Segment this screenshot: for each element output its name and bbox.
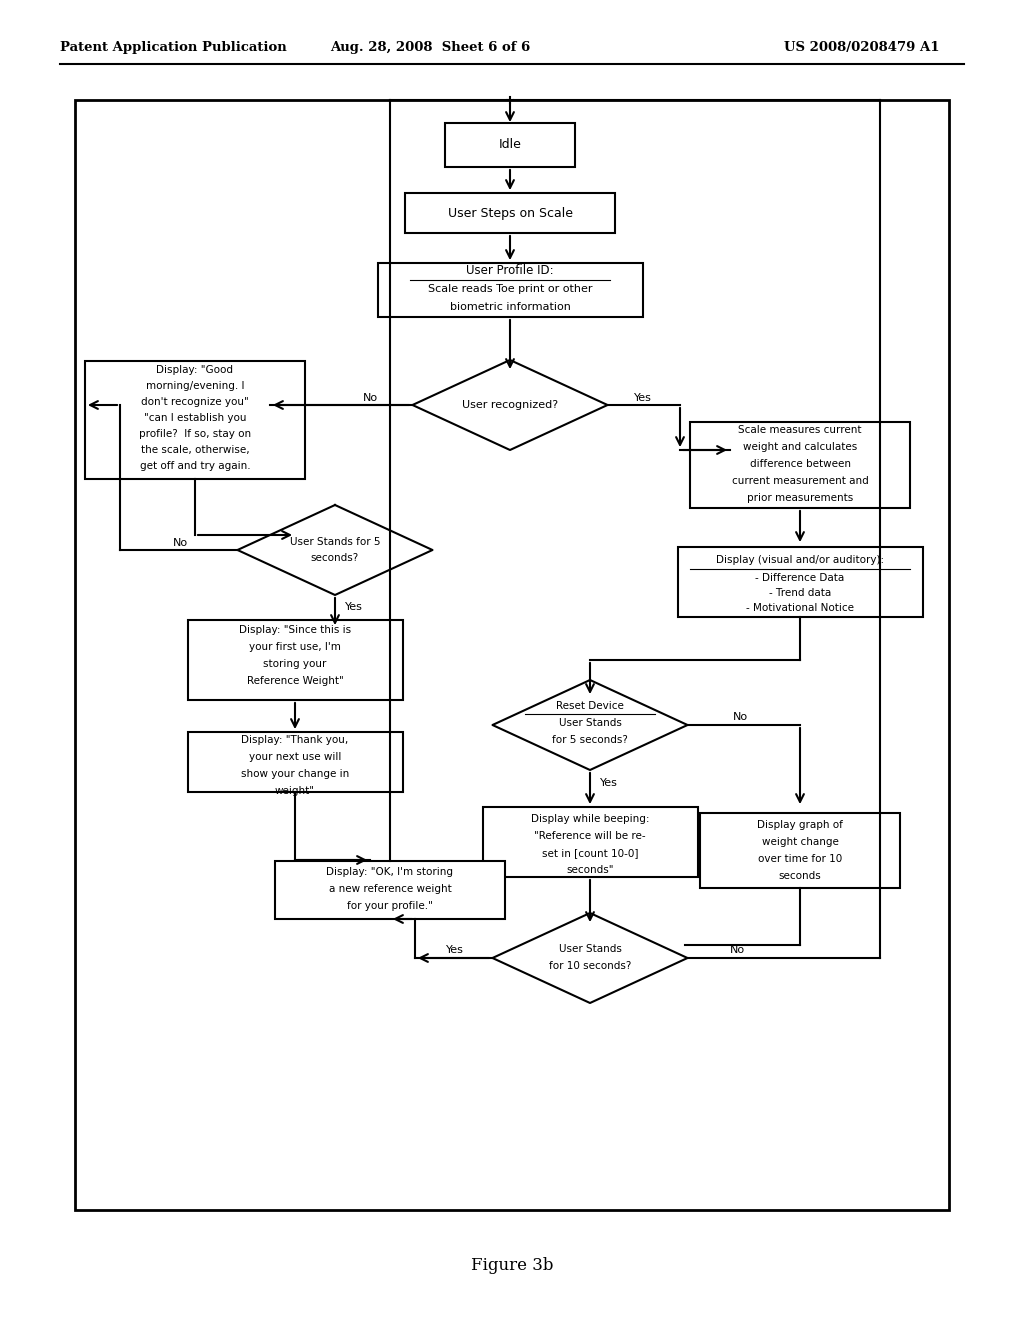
Text: prior measurements: prior measurements	[746, 492, 853, 503]
Text: the scale, otherwise,: the scale, otherwise,	[140, 445, 249, 455]
Polygon shape	[493, 680, 687, 770]
Text: for 10 seconds?: for 10 seconds?	[549, 961, 631, 972]
Text: - Motivational Notice: - Motivational Notice	[746, 603, 854, 612]
Bar	[275, 861, 505, 919]
Bar	[187, 733, 402, 792]
Bar	[406, 193, 615, 234]
Text: show your change in: show your change in	[241, 770, 349, 779]
Text: over time for 10: over time for 10	[758, 854, 842, 865]
Text: your first use, I'm: your first use, I'm	[249, 642, 341, 652]
Text: No: No	[732, 711, 748, 722]
Text: "Reference will be re-: "Reference will be re-	[535, 832, 646, 841]
Text: seconds: seconds	[778, 871, 821, 880]
Text: get off and try again.: get off and try again.	[139, 461, 250, 471]
Text: Display while beeping:: Display while beeping:	[530, 814, 649, 824]
Bar	[482, 807, 697, 876]
Text: Yes: Yes	[634, 393, 652, 403]
Text: - Difference Data: - Difference Data	[756, 573, 845, 583]
Text: a new reference weight: a new reference weight	[329, 884, 452, 894]
Polygon shape	[413, 360, 607, 450]
Bar	[690, 422, 910, 508]
Bar	[85, 360, 305, 479]
Text: Scale measures current: Scale measures current	[738, 425, 862, 436]
Bar	[678, 546, 923, 616]
Bar	[75, 100, 949, 1210]
Polygon shape	[493, 913, 687, 1003]
Text: Yes: Yes	[345, 602, 362, 612]
Text: Display: "Thank you,: Display: "Thank you,	[242, 735, 348, 744]
Text: storing your: storing your	[263, 659, 327, 669]
Text: Yes: Yes	[446, 945, 464, 954]
Text: Patent Application Publication: Patent Application Publication	[60, 41, 287, 54]
Text: difference between: difference between	[750, 459, 851, 469]
Bar	[445, 123, 575, 168]
Text: User Stands for 5: User Stands for 5	[290, 537, 380, 546]
Text: set in [count 10-0]: set in [count 10-0]	[542, 847, 638, 858]
Polygon shape	[238, 506, 432, 595]
Text: US 2008/0208479 A1: US 2008/0208479 A1	[784, 41, 940, 54]
Text: your next use will: your next use will	[249, 752, 341, 762]
Text: Display (visual and/or auditory):: Display (visual and/or auditory):	[716, 554, 884, 565]
Text: Figure 3b: Figure 3b	[471, 1257, 553, 1274]
Text: biometric information: biometric information	[450, 302, 570, 312]
Text: don't recognize you": don't recognize you"	[141, 397, 249, 407]
Text: weight and calculates: weight and calculates	[742, 442, 857, 451]
Text: seconds": seconds"	[566, 865, 613, 875]
Text: User Stands: User Stands	[558, 718, 622, 729]
Text: No: No	[172, 539, 187, 548]
Text: Idle: Idle	[499, 139, 521, 152]
Text: Scale reads Toe print or other: Scale reads Toe print or other	[428, 284, 592, 294]
Text: User recognized?: User recognized?	[462, 400, 558, 411]
Text: current measurement and: current measurement and	[731, 477, 868, 486]
Text: User Profile ID:: User Profile ID:	[466, 264, 554, 277]
Text: Yes: Yes	[600, 777, 617, 788]
Text: weight": weight"	[275, 785, 315, 796]
Text: Display: "OK, I'm storing: Display: "OK, I'm storing	[327, 867, 454, 876]
Text: "can I establish you: "can I establish you	[143, 413, 246, 422]
Text: No: No	[729, 945, 744, 954]
Text: User Steps on Scale: User Steps on Scale	[447, 206, 572, 219]
Text: seconds?: seconds?	[311, 553, 359, 564]
Text: Aug. 28, 2008  Sheet 6 of 6: Aug. 28, 2008 Sheet 6 of 6	[330, 41, 530, 54]
Bar	[700, 813, 900, 887]
Text: No: No	[362, 393, 378, 403]
Text: Display: "Since this is: Display: "Since this is	[239, 624, 351, 635]
Text: for your profile.": for your profile."	[347, 902, 433, 911]
Text: User Stands: User Stands	[558, 944, 622, 954]
Text: weight change: weight change	[762, 837, 839, 847]
Text: Reference Weight": Reference Weight"	[247, 676, 343, 686]
Text: Display graph of: Display graph of	[757, 820, 843, 830]
Text: Reset Device: Reset Device	[556, 701, 624, 711]
Bar	[378, 263, 642, 317]
Text: - Trend data: - Trend data	[769, 587, 831, 598]
Text: profile?  If so, stay on: profile? If so, stay on	[139, 429, 251, 440]
Text: for 5 seconds?: for 5 seconds?	[552, 735, 628, 744]
Text: Display: "Good: Display: "Good	[157, 366, 233, 375]
Text: morning/evening. I: morning/evening. I	[145, 381, 245, 391]
Bar	[187, 620, 402, 700]
